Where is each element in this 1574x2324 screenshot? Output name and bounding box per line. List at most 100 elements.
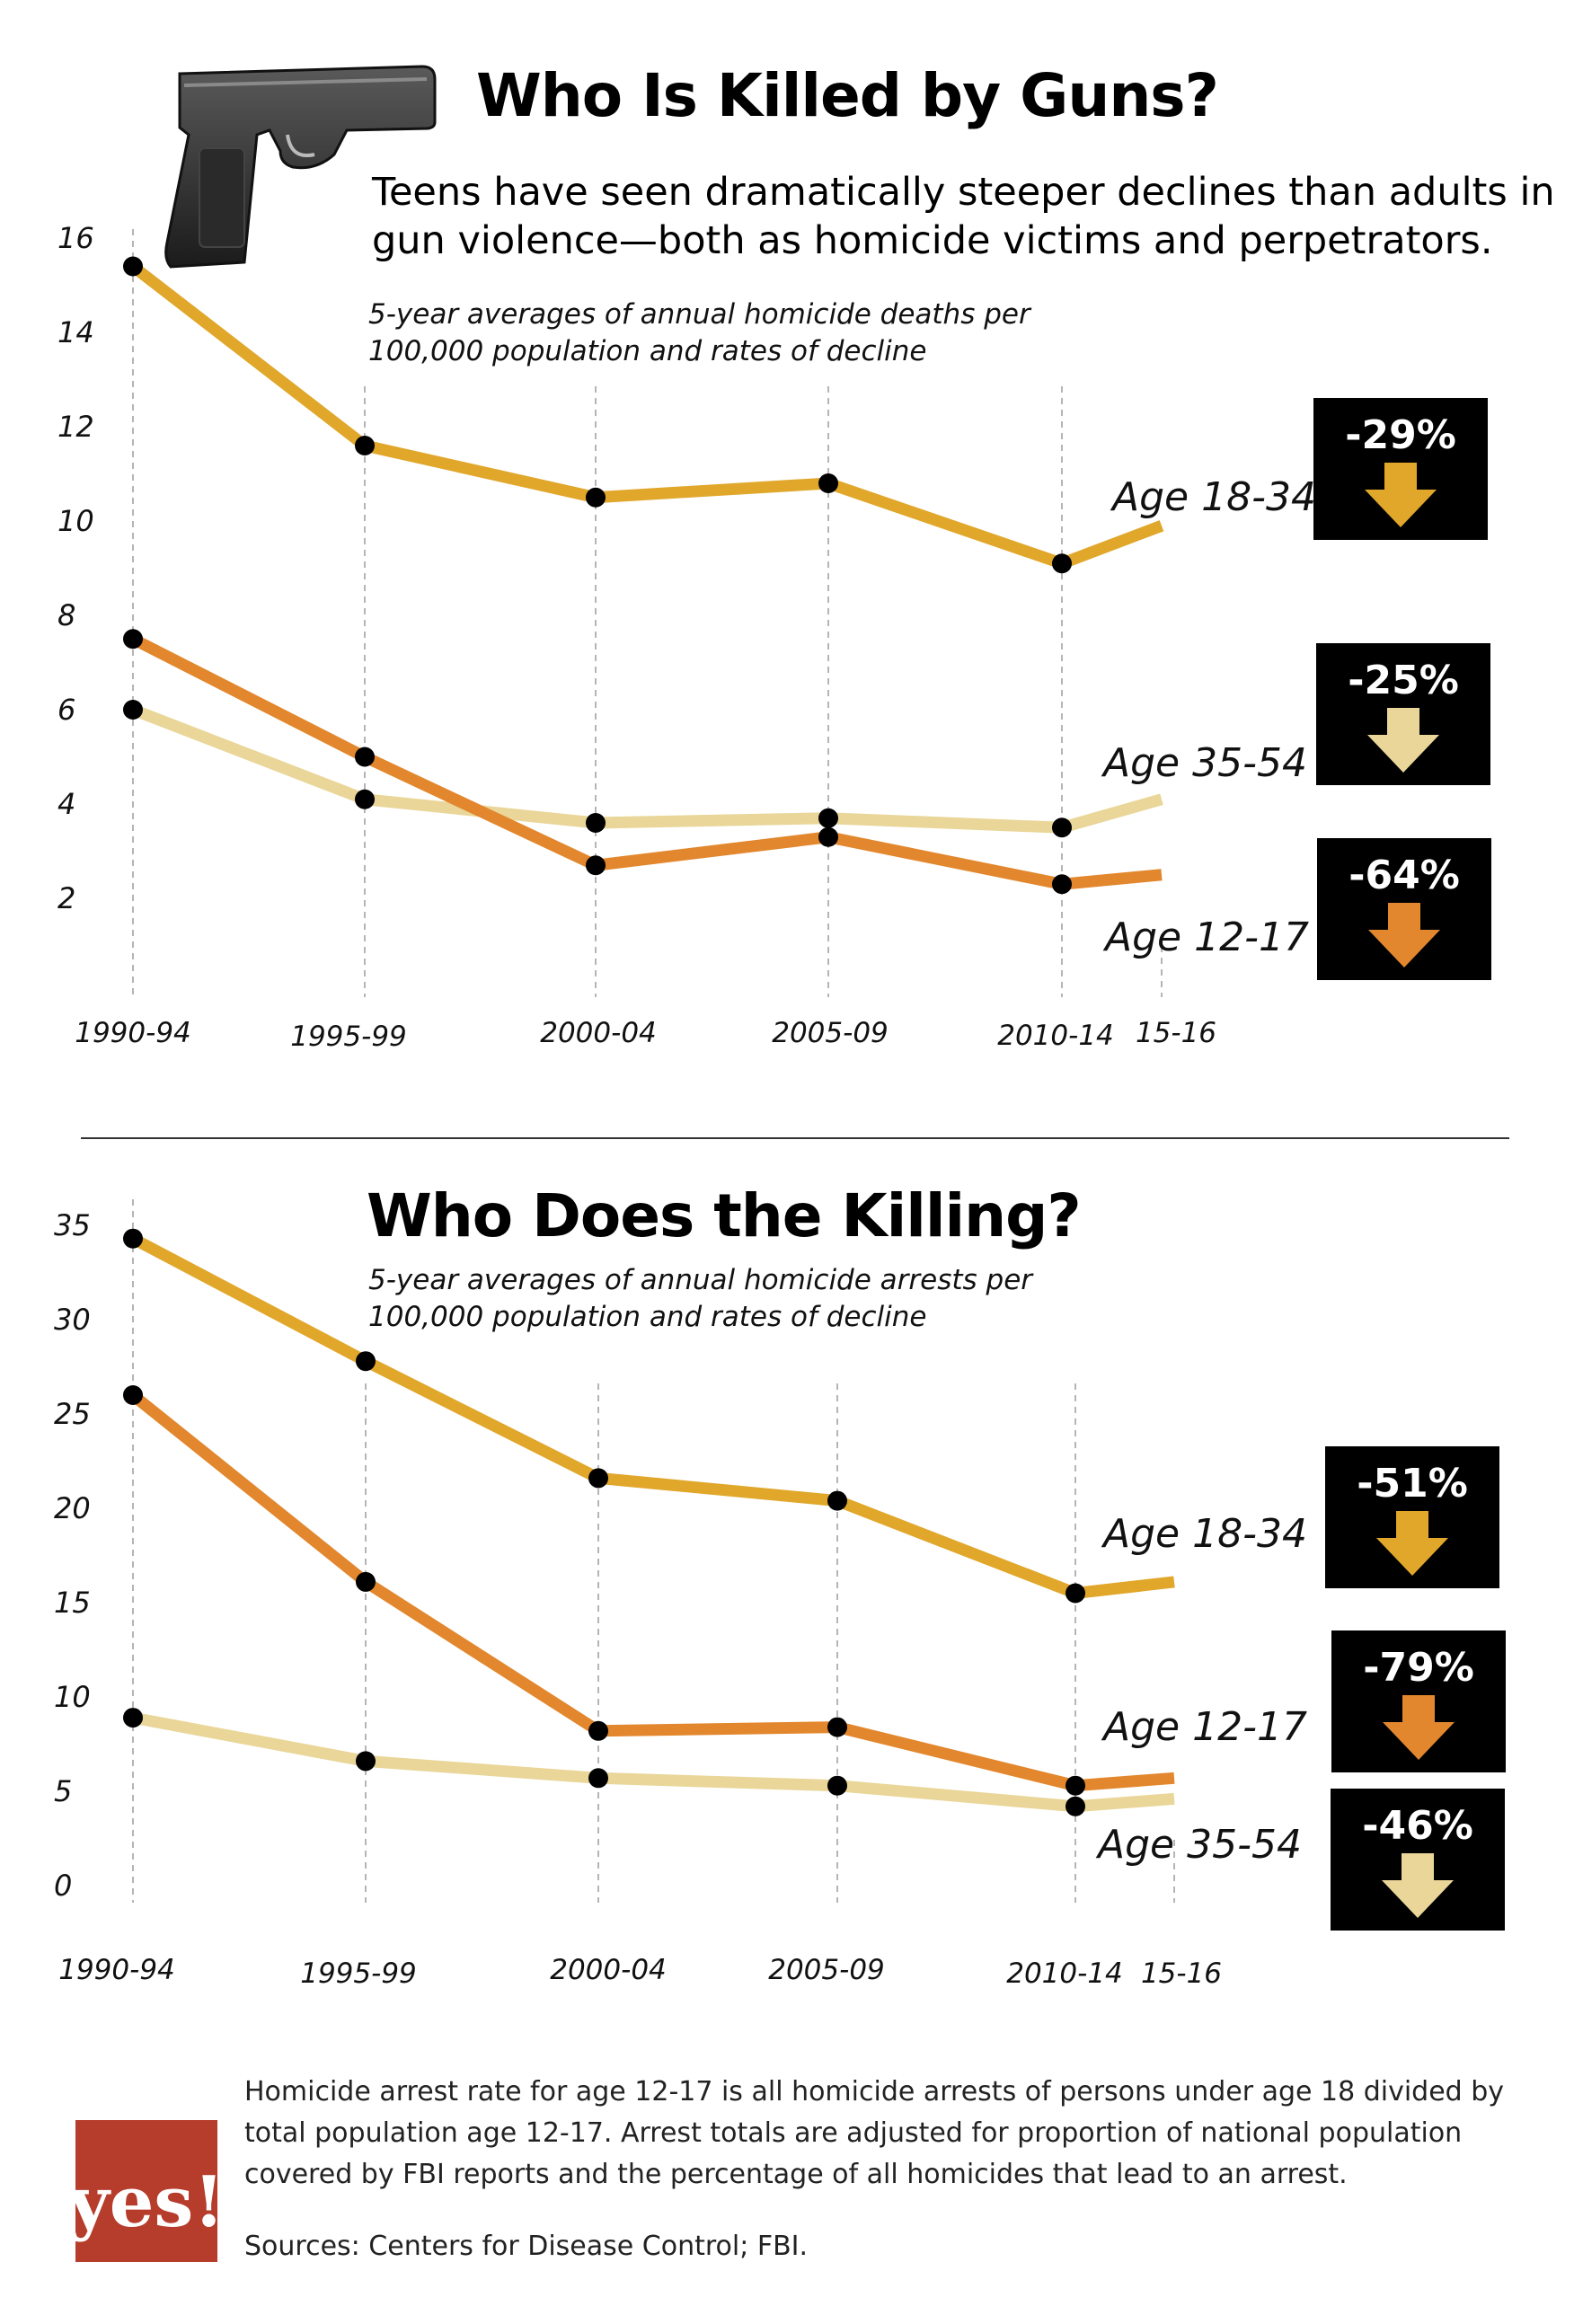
data-point-age-18-34-2005-09 — [827, 1490, 847, 1511]
series-line-age-12-17 — [128, 1390, 1175, 1792]
y-tick-label: 4 — [57, 787, 75, 821]
series-line-age-12-17 — [130, 633, 1163, 890]
y-tick-label: 35 — [54, 1208, 91, 1242]
x-tick-label-1990-94: 1990-94 — [75, 1017, 191, 1049]
chart-perpetrators: 0 5 10 15 20 25 30 35 1990-94 1995-99 2000-04 2005-… — [54, 1199, 1506, 1990]
data-point-age-18-34-1995-99 — [355, 436, 375, 455]
badge-percent-age-35-54: -25% — [1348, 658, 1459, 703]
data-point-age-18-34-2000-04 — [588, 1468, 608, 1489]
badge-percent-age-18-34: -29% — [1345, 412, 1456, 458]
x-tick-label-2005-09: 2005-09 — [768, 1954, 885, 1986]
y-tick-label: 30 — [54, 1303, 91, 1337]
data-point-age-35-54-1995-99 — [355, 789, 375, 809]
data-point-age-18-34-1995-99 — [356, 1351, 376, 1372]
y-tick-label: 14 — [57, 315, 94, 349]
series-line-age-18-34 — [129, 261, 1164, 570]
series-label-age-18-34: Age 18-34 — [1110, 474, 1316, 520]
change-badge-age-12-17: -64% — [1317, 838, 1491, 980]
data-point-age-18-34-2005-09 — [818, 473, 838, 493]
down-arrow-icon — [1367, 708, 1439, 773]
series-label-age-12-17: Age 12-17 — [1101, 1704, 1307, 1750]
chart-title-victims: Who Is Killed by Guns? — [476, 61, 1219, 130]
series-line-age-18-34 — [129, 1233, 1175, 1599]
data-point-age-12-17-1995-99 — [356, 1571, 376, 1592]
y-tick-label: 15 — [54, 1586, 91, 1620]
series-line-age-35-54 — [131, 1711, 1175, 1813]
data-point-age-12-17-2010-14 — [1066, 1775, 1085, 1796]
series-label-age-12-17: Age 12-17 — [1102, 915, 1309, 960]
chart-note-victims: 5-year averages of annual homicide death… — [368, 298, 1030, 367]
badge-percent-age-12-17: -79% — [1363, 1645, 1474, 1691]
yes-logo: yes! — [66, 2120, 225, 2262]
down-arrow-icon — [1365, 463, 1437, 527]
x-tick-label-15-16: 15-16 — [1136, 1017, 1216, 1049]
data-point-age-18-34-2010-14 — [1052, 553, 1072, 574]
x-tick-label-2010-14: 2010-14 — [997, 1020, 1114, 1052]
data-point-age-12-17-1990-94 — [123, 629, 143, 649]
chart-victims: 2 4 6 8 10 12 14 16 1990-94 1995-99 2000-04 2005-09… — [57, 221, 1491, 1053]
data-point-age-35-54-2010-14 — [1066, 1796, 1085, 1816]
change-badge-age-12-17: -79% — [1331, 1630, 1506, 1772]
badge-percent-age-12-17: -64% — [1349, 853, 1460, 898]
y-tick-label: 5 — [54, 1774, 72, 1808]
x-tick-label-2000-04: 2000-04 — [550, 1954, 667, 1986]
yes-logo-mark: yes! — [66, 2161, 224, 2243]
down-arrow-icon — [1383, 1695, 1455, 1760]
chart-title-perpetrators: Who Does the Killing? — [367, 1181, 1082, 1250]
y-tick-label: 2 — [57, 881, 75, 915]
data-point-age-35-54-1990-94 — [123, 1708, 143, 1728]
handgun-icon — [164, 65, 437, 269]
data-point-age-35-54-2010-14 — [1052, 817, 1072, 838]
data-point-age-12-17-2005-09 — [818, 826, 838, 847]
y-tick-label: 20 — [54, 1491, 91, 1525]
change-badge-age-18-34: -29% — [1313, 398, 1488, 540]
section-divider — [81, 1137, 1509, 1139]
data-point-age-35-54-2005-09 — [818, 808, 838, 828]
x-tick-label-2010-14: 2010-14 — [1006, 1957, 1123, 1990]
series-label-age-18-34: Age 18-34 — [1101, 1511, 1307, 1557]
data-point-age-35-54-2000-04 — [586, 813, 606, 833]
data-point-age-12-17-2000-04 — [588, 1720, 608, 1741]
down-arrow-icon — [1376, 1511, 1448, 1576]
data-point-age-35-54-1995-99 — [356, 1751, 376, 1772]
y-tick-label: 16 — [57, 221, 94, 255]
data-point-age-12-17-2010-14 — [1052, 874, 1072, 895]
data-point-age-12-17-1995-99 — [355, 747, 375, 767]
x-tick-label-15-16: 15-16 — [1141, 1957, 1222, 1990]
series-label-age-35-54: Age 35-54 — [1095, 1822, 1302, 1868]
svg-text:yes!: yes! — [75, 2161, 217, 2243]
page-subtitle: Teens have seen dramatically steeper dec… — [372, 170, 1555, 263]
y-tick-label: 6 — [57, 693, 75, 727]
y-tick-label: 0 — [54, 1869, 72, 1903]
data-point-age-12-17-2005-09 — [827, 1717, 847, 1737]
data-point-age-18-34-1990-94 — [123, 256, 143, 277]
x-tick-label-1990-94: 1990-94 — [58, 1954, 175, 1986]
y-tick-label: 25 — [54, 1397, 91, 1431]
sources-text: Sources: Centers for Disease Control; FB… — [244, 2231, 809, 2262]
x-tick-label-2000-04: 2000-04 — [540, 1017, 657, 1049]
badge-percent-age-18-34: -51% — [1357, 1461, 1468, 1507]
data-point-age-18-34-2010-14 — [1066, 1583, 1085, 1604]
change-badge-age-18-34: -51% — [1325, 1446, 1499, 1588]
series-line-age-35-54 — [130, 703, 1163, 834]
change-badge-age-35-54: -25% — [1316, 643, 1490, 785]
y-tick-label: 12 — [57, 410, 94, 444]
down-arrow-icon — [1382, 1853, 1454, 1918]
data-point-age-12-17-1990-94 — [123, 1385, 143, 1405]
data-point-age-35-54-2000-04 — [588, 1768, 608, 1789]
data-point-age-18-34-2000-04 — [586, 487, 606, 508]
data-point-age-18-34-1990-94 — [123, 1228, 143, 1249]
y-tick-label: 10 — [54, 1680, 91, 1714]
y-tick-label: 8 — [57, 598, 75, 632]
data-point-age-35-54-1990-94 — [123, 700, 143, 720]
chart-note-perpetrators: 5-year averages of annual homicide arres… — [368, 1264, 1033, 1333]
badge-percent-age-35-54: -46% — [1362, 1803, 1473, 1849]
data-point-age-35-54-2005-09 — [827, 1775, 847, 1796]
change-badge-age-35-54: -46% — [1331, 1789, 1505, 1931]
down-arrow-icon — [1368, 903, 1440, 968]
x-tick-label-2005-09: 2005-09 — [772, 1017, 889, 1049]
y-tick-label: 10 — [57, 504, 94, 538]
series-label-age-35-54: Age 35-54 — [1101, 740, 1307, 786]
